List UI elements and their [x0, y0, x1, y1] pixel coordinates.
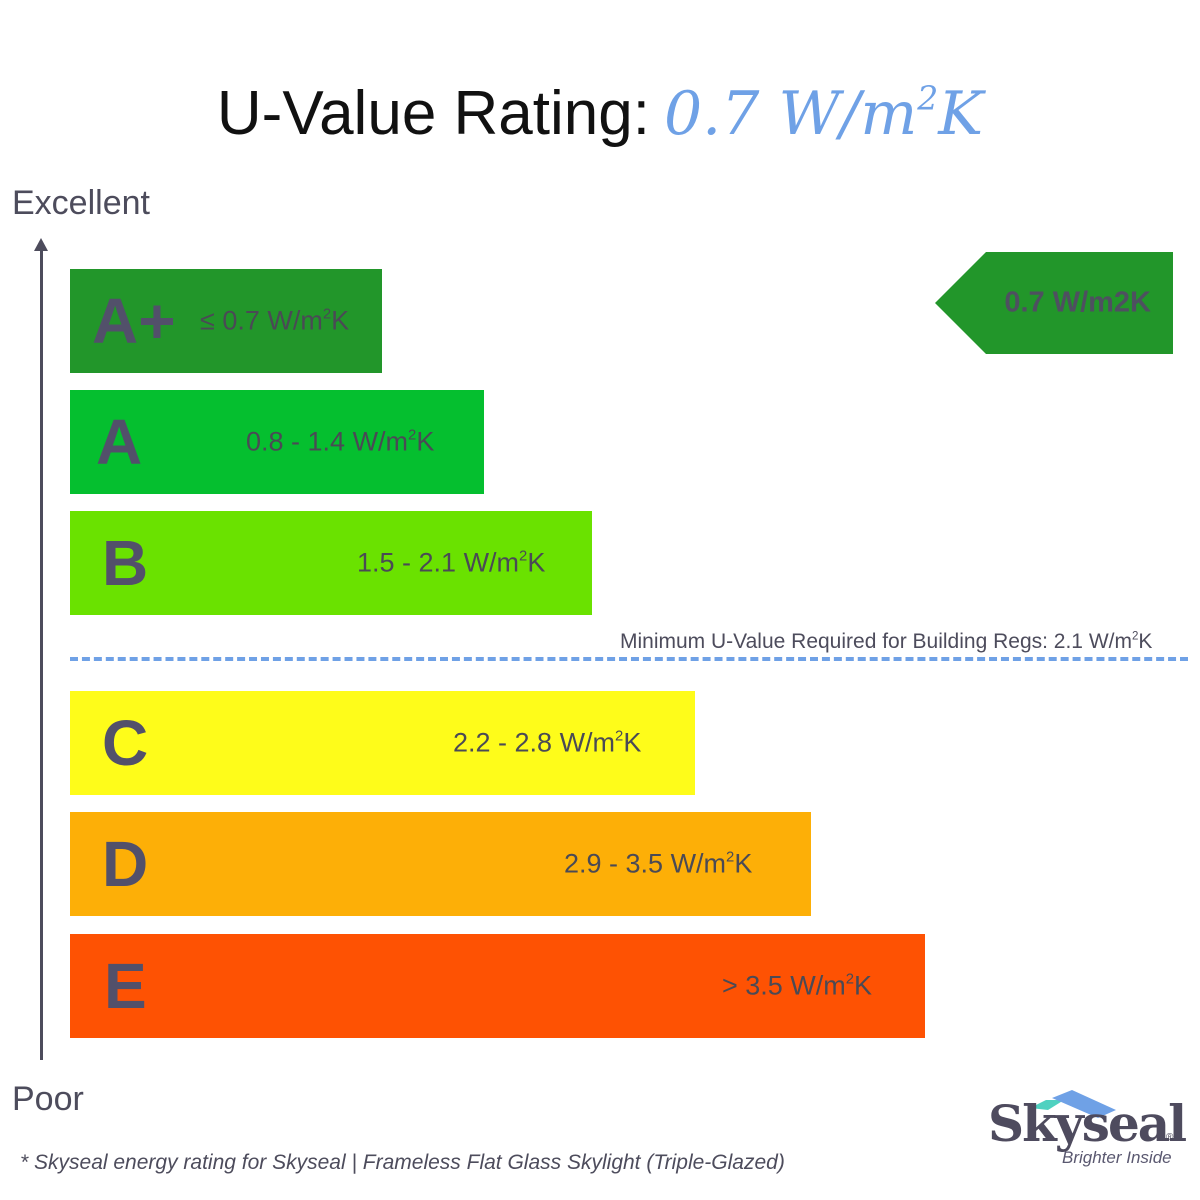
- threshold-suffix: K: [1138, 630, 1153, 653]
- range-label: 2.2 - 2.8 W/m2K: [453, 728, 641, 759]
- range-text: > 3.5 W/m: [722, 970, 846, 1001]
- range-sup: 2: [845, 971, 855, 988]
- title-value: 0.7 W/m2K: [664, 79, 983, 149]
- building-regs-threshold-line: [70, 657, 1188, 661]
- footnote: * Skyseal energy rating for Skyseal | Fr…: [20, 1151, 785, 1174]
- grade-label: C: [102, 707, 149, 779]
- logo-wordmark: Skyseal: [988, 1094, 1187, 1153]
- rating-bar-e: E > 3.5 W/m2K: [70, 934, 925, 1038]
- rating-bar-a-plus: A+ ≤ 0.7 W/m2K: [70, 269, 382, 373]
- range-label: > 3.5 W/m2K: [722, 971, 872, 1002]
- range-label: 2.9 - 3.5 W/m2K: [564, 849, 752, 880]
- range-text: 2.9 - 3.5 W/m: [564, 848, 727, 879]
- grade-label: E: [104, 950, 147, 1022]
- range-suffix: K: [623, 727, 642, 758]
- pointer-arrow-icon: [935, 252, 1173, 354]
- rating-bar-a: A 0.8 - 1.4 W/m2K: [70, 390, 484, 494]
- title-prefix: U-Value Rating:: [216, 79, 650, 148]
- range-label: 1.5 - 2.1 W/m2K: [357, 548, 545, 579]
- grade-label: D: [102, 828, 149, 900]
- range-label: 0.8 - 1.4 W/m2K: [246, 427, 434, 458]
- range-text: 0.8 - 1.4 W/m: [246, 426, 409, 457]
- title-value-sup: 2: [917, 78, 939, 118]
- range-text: 2.2 - 2.8 W/m: [453, 727, 616, 758]
- range-suffix: K: [416, 426, 435, 457]
- rating-axis: [40, 248, 43, 1060]
- rating-bar-b: B 1.5 - 2.1 W/m2K: [70, 511, 592, 615]
- current-rating-pointer: 0.7 W/m2K: [935, 252, 1173, 354]
- axis-label-excellent: Excellent: [12, 184, 150, 222]
- range-suffix: K: [854, 970, 873, 1001]
- logo-tagline: Brighter Inside: [1062, 1148, 1172, 1167]
- range-sup: 2: [726, 849, 735, 866]
- skylight-logo-icon: [1030, 1090, 1116, 1118]
- current-rating-value: 0.7 W/m2K: [1004, 286, 1151, 319]
- rating-bar-c: C 2.2 - 2.8 W/m2K: [70, 691, 695, 795]
- range-sup: 2: [322, 306, 332, 323]
- page-title: U-Value Rating: 0.7 W/m2K: [0, 78, 1200, 149]
- range-text: 1.5 - 2.1 W/m: [357, 547, 520, 578]
- skyseal-logo: Skyseal ® Brighter Inside: [988, 1088, 1188, 1168]
- grade-label: A: [96, 406, 143, 478]
- rating-bar-d: D 2.9 - 3.5 W/m2K: [70, 812, 811, 916]
- arrow-up-icon: [34, 238, 48, 251]
- grade-label: B: [102, 527, 149, 599]
- building-regs-label: Minimum U-Value Required for Building Re…: [620, 630, 1152, 654]
- range-text: ≤ 0.7 W/m: [200, 305, 323, 336]
- registered-mark: ®: [1166, 1132, 1174, 1143]
- range-suffix: K: [331, 305, 350, 336]
- range-suffix: K: [527, 547, 546, 578]
- axis-label-poor: Poor: [12, 1080, 84, 1118]
- title-value-suffix: K: [938, 79, 984, 149]
- range-suffix: K: [734, 848, 753, 879]
- threshold-sup: 2: [1131, 630, 1139, 643]
- range-sup: 2: [519, 548, 528, 565]
- grade-label: A+: [92, 285, 176, 357]
- range-sup: 2: [615, 728, 624, 745]
- range-sup: 2: [408, 427, 417, 444]
- threshold-text: Minimum U-Value Required for Building Re…: [620, 630, 1132, 653]
- title-value-number: 0.7 W/m: [663, 79, 918, 149]
- range-label: ≤ 0.7 W/m2K: [200, 306, 349, 337]
